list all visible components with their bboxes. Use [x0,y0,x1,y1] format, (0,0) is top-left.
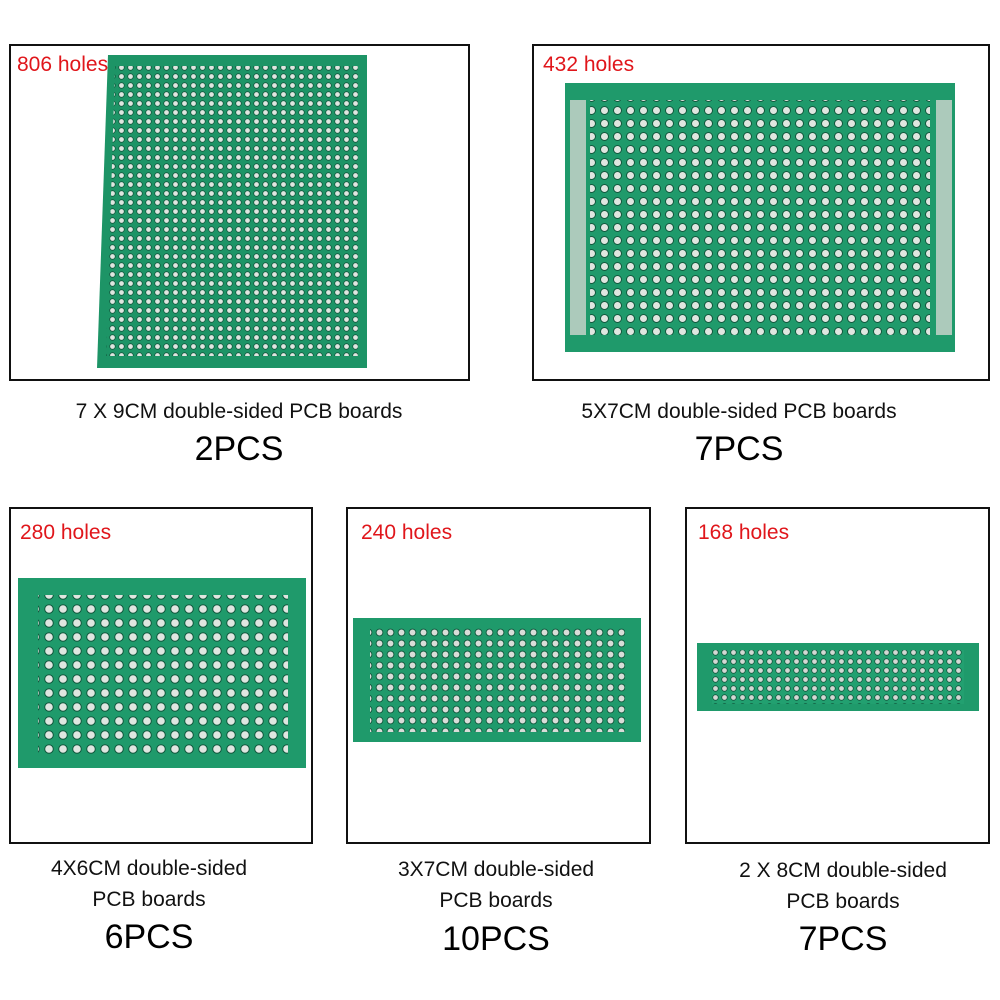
quantity: 10PCS [442,920,550,958]
caption-line: 3X7CM double-sided [397,858,595,881]
caption-line: PCB boards [92,888,206,911]
caption-line: PCB boards [786,890,900,913]
pcb-board [697,643,979,711]
quantity: 2PCS [194,430,284,468]
holes-label: 432 holes [543,53,635,76]
caption: 7 X 9CM double-sided PCB boards [0,396,478,427]
panel-frame [346,507,651,844]
panel-frame [9,44,470,381]
pcb-board [353,618,641,742]
holes-label: 240 holes [361,521,453,544]
caption: 5X7CM double-sided PCB boards [500,396,978,427]
pcb-board [97,55,367,368]
pcb-board [565,83,955,352]
caption-line: PCB boards [439,889,553,912]
quantity: 6PCS [104,918,194,956]
pcb-board [18,578,306,768]
caption: 3X7CM double-sided PCB boards [346,854,646,916]
caption: 2 X 8CM double-sided PCB boards [693,855,993,917]
holes-label: 806 holes [17,53,109,76]
caption-line: 2 X 8CM double-sided [739,859,947,882]
quantity: 7PCS [694,430,784,468]
holes-label: 168 holes [698,521,790,544]
caption-line: 5X7CM double-sided PCB boards [581,400,897,423]
caption-line: 4X6CM double-sided [50,857,248,880]
caption: 4X6CM double-sided PCB boards [0,853,298,915]
holes-label: 280 holes [20,521,112,544]
caption-line: 7 X 9CM double-sided PCB boards [75,400,403,423]
quantity: 7PCS [798,920,888,958]
panel-frame [9,507,313,844]
panel-frame [685,507,990,844]
panel-frame [532,44,990,381]
